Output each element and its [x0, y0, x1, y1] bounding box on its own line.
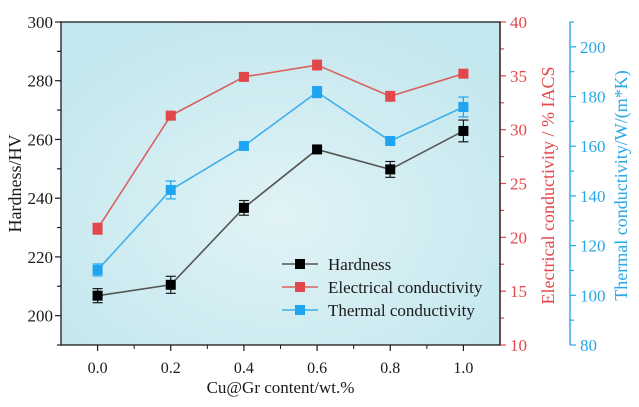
x-tick-label: 0.6: [307, 360, 327, 377]
electrical-tick-label: 10: [510, 336, 527, 355]
electrical-data-point: [312, 60, 323, 71]
legend-label-hardness: Hardness: [328, 255, 391, 274]
thermal-tick-label: 140: [580, 187, 606, 206]
electrical-tick-label: 30: [510, 121, 527, 140]
hardness-tick-label: 280: [28, 72, 54, 91]
thermal-tick-label: 80: [580, 336, 597, 355]
hardness-data-point: [165, 279, 176, 290]
x-tick-label: 0.4: [234, 360, 254, 377]
x-tick-label: 0.0: [88, 360, 108, 377]
hardness-data-point: [92, 290, 103, 301]
hardness-series-line: [97, 130, 464, 297]
hardness-data-point: [458, 125, 469, 136]
thermal-data-point: [165, 184, 176, 195]
electrical-tick-label: 35: [510, 67, 527, 86]
thermal-data-point: [458, 101, 469, 112]
thermal-tick-label: 200: [580, 38, 606, 57]
plot-frame: [60, 21, 501, 346]
electrical-data-point: [238, 71, 249, 82]
electrical-tick-label: 20: [510, 228, 527, 247]
hardness-tick-label: 220: [28, 248, 54, 267]
electrical-data-point: [165, 110, 176, 121]
legend-label-thermal: Thermal conductivity: [328, 301, 475, 320]
legend-label-electrical: Electrical conductivity: [328, 278, 483, 297]
electrical-data-point: [92, 223, 103, 234]
thermal-data-point: [312, 87, 323, 98]
x-axis-label: Cu@Gr content/wt.%: [207, 378, 355, 397]
electrical-tick-label: 15: [510, 282, 527, 301]
electrical-tick-label: 25: [510, 175, 527, 194]
legend-marker-thermal: [295, 305, 305, 315]
thermal-data-point: [385, 136, 396, 147]
thermal-data-point: [238, 140, 249, 151]
legend-marker-electrical: [295, 282, 305, 292]
electrical-data-point: [385, 91, 396, 102]
x-tick-label: 0.8: [380, 360, 400, 377]
thermal-tick-label: 180: [580, 88, 606, 107]
hardness-data-point: [238, 202, 249, 213]
hardness-tick-label: 200: [28, 307, 54, 326]
hardness-tick-label: 260: [28, 130, 54, 149]
thermal-data-point: [92, 264, 103, 275]
hardness-data-point: [312, 144, 323, 155]
hardness-data-point: [385, 164, 396, 175]
legend: Hardness Electrical conductivity Thermal c…: [282, 255, 483, 320]
thermal-series-line: [96, 91, 464, 271]
electrical-axis-label: Electrical conductivity / % IACS: [538, 67, 558, 305]
thermal-axis-label: Thermal conductivity/W/(m*K): [611, 70, 632, 300]
thermal-tick-label: 160: [580, 137, 606, 156]
thermal-tick-label: 100: [580, 286, 606, 305]
x-tick-label: 0.2: [161, 360, 181, 377]
electrical-data-point: [458, 68, 469, 79]
thermal-tick-label: 120: [580, 237, 606, 256]
electrical-tick-label: 40: [510, 13, 527, 32]
hardness-tick-label: 240: [28, 189, 54, 208]
hardness-tick-label: 300: [28, 13, 54, 32]
x-tick-label: 1.0: [453, 360, 473, 377]
legend-marker-hardness: [295, 259, 305, 269]
electrical-series-line: [96, 64, 464, 230]
hardness-axis-label: Hardness/HV: [5, 135, 25, 233]
plot-area: [61, 22, 500, 345]
